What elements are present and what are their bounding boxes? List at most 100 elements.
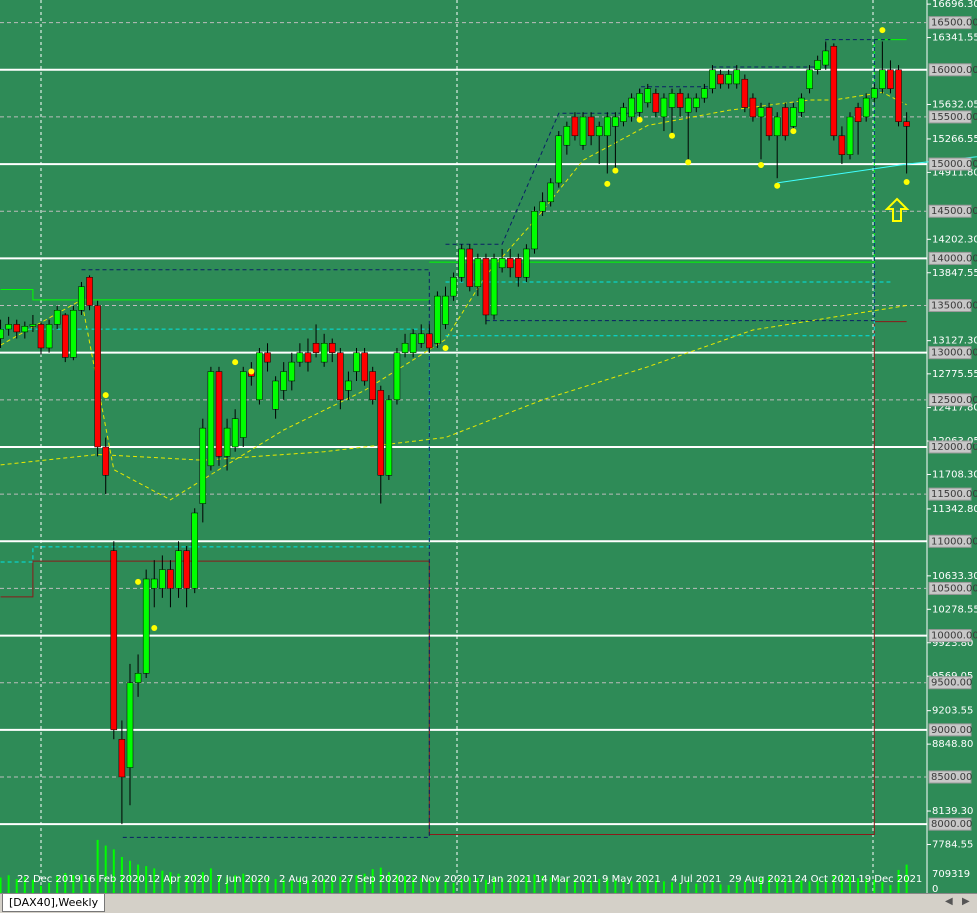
- candle-body: [264, 352, 271, 363]
- candle-body: [272, 380, 279, 410]
- level-label-box: [928, 110, 972, 124]
- y-tick-label: 15632.05: [932, 99, 977, 110]
- candle-body: [709, 69, 716, 89]
- fractal-dot: [879, 27, 886, 34]
- x-tick-label: 4 Jul 2021: [671, 874, 721, 885]
- candle-body: [21, 326, 29, 333]
- candle-body: [361, 352, 368, 382]
- level-label: 8500.00: [931, 772, 972, 783]
- candle-body: [773, 116, 781, 137]
- candle-body: [458, 248, 465, 278]
- candle-body: [741, 78, 749, 108]
- candle-body: [506, 258, 514, 269]
- candle-body: [256, 352, 263, 401]
- candle-body: [393, 352, 401, 401]
- fractal-dot: [774, 182, 781, 189]
- candle-body: [312, 342, 320, 353]
- fractal-dot: [903, 178, 910, 185]
- level-label: 9500.00: [931, 678, 972, 689]
- candle-body: [595, 126, 603, 137]
- candle-body: [684, 97, 692, 113]
- y-tick-label: 13127.30: [932, 336, 977, 347]
- candle-body: [288, 361, 296, 382]
- level-label: 13500.00: [931, 301, 977, 312]
- y-tick-label: 15266.55: [932, 134, 977, 145]
- candle-body: [636, 93, 643, 113]
- candle-body: [854, 107, 862, 122]
- candle-body: [701, 88, 708, 99]
- level-label-box: [928, 581, 972, 595]
- candle-body: [304, 352, 312, 363]
- candle-body: [62, 314, 69, 358]
- candle-body: [434, 295, 441, 344]
- candle-body: [482, 258, 490, 316]
- y-tick-label: 12775.55: [932, 369, 977, 380]
- candles: [0, 41, 910, 825]
- markers: [102, 27, 910, 632]
- indicator-line: [81, 269, 430, 838]
- level-label: 15500.00: [931, 112, 977, 123]
- candle-body: [102, 446, 109, 476]
- candle-body: [37, 324, 45, 349]
- candle-body: [183, 550, 190, 589]
- fractal-dot: [135, 578, 142, 585]
- indicator-line: [0, 546, 430, 563]
- candle-body: [660, 97, 668, 118]
- candle-body: [579, 116, 587, 146]
- candle-body: [563, 126, 571, 146]
- level-label-box: [928, 346, 972, 360]
- scroll-right[interactable]: ▶: [962, 896, 970, 907]
- candle-body: [337, 352, 344, 401]
- candle-body: [191, 512, 198, 589]
- candle-body: [539, 201, 546, 212]
- candle-body: [717, 74, 724, 85]
- candle-body: [126, 682, 134, 768]
- level-label: 11000.00: [931, 536, 977, 547]
- candle-body: [895, 69, 902, 122]
- fractal-dot: [758, 162, 765, 169]
- candle-body: [385, 399, 393, 476]
- y-tick-label: 11708.30: [932, 469, 977, 480]
- candle-body: [725, 74, 732, 85]
- x-tick-label: 19 Dec 2021: [858, 874, 922, 885]
- candle-body: [280, 371, 287, 391]
- candle-body: [782, 107, 789, 137]
- candle-body: [862, 97, 870, 118]
- candle-body: [345, 380, 352, 391]
- fractal-dot: [685, 159, 692, 166]
- chart-tab[interactable]: [DAX40],Weekly: [2, 894, 106, 912]
- x-tick-label: 14 Mar 2021: [535, 874, 598, 885]
- x-tick-label: 16 Feb 2020: [83, 874, 145, 885]
- level-label-box: [928, 770, 972, 784]
- candle-body: [45, 324, 53, 349]
- scroll-left[interactable]: ◀: [945, 896, 953, 907]
- candle-body: [369, 371, 376, 401]
- y-tick-label: 8139.30: [932, 806, 973, 817]
- level-label: 10000.00: [931, 631, 977, 642]
- indicator-line: [429, 39, 907, 263]
- fractal-dot: [790, 128, 797, 135]
- candle-body: [118, 739, 126, 778]
- candle-body: [871, 88, 878, 99]
- candle-body: [515, 258, 522, 278]
- candle-body: [426, 333, 433, 349]
- level-label: 13000.00: [931, 348, 977, 359]
- indicator-line: [485, 39, 875, 322]
- volume-tick-label: 0: [932, 884, 938, 893]
- level-label: 16500.00: [931, 18, 977, 29]
- level-label: 10500.00: [931, 583, 977, 594]
- candle-body: [547, 182, 554, 203]
- level-label-box: [928, 440, 972, 454]
- y-tick-label: 13847.55: [932, 268, 977, 279]
- fractal-dot: [151, 625, 158, 632]
- candle-body: [401, 342, 409, 353]
- candle-body: [620, 107, 627, 122]
- level-label-box: [928, 723, 972, 737]
- level-label: 12000.00: [931, 442, 977, 453]
- fractal-dot: [636, 116, 643, 123]
- candle-body: [765, 107, 773, 137]
- x-tick-label: 2 Aug 2020: [279, 874, 337, 885]
- level-label: 14000.00: [931, 253, 977, 264]
- x-tick-label: 9 May 2021: [602, 874, 661, 885]
